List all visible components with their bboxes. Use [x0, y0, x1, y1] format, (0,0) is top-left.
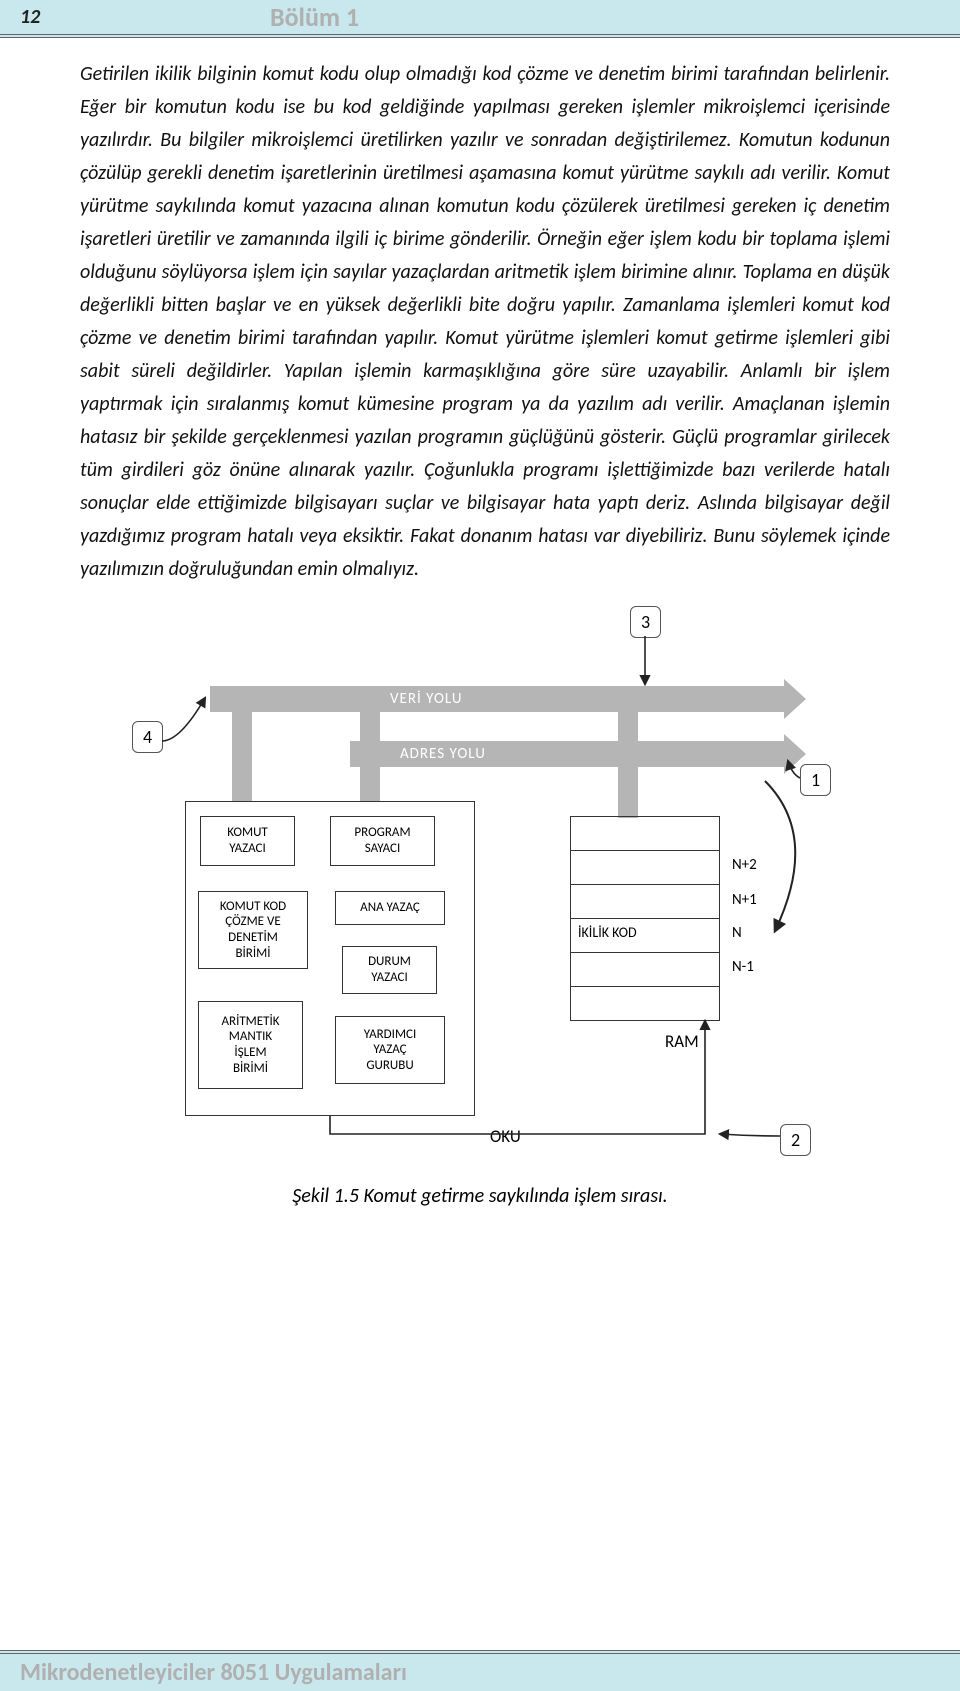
callout-4: 4: [132, 721, 163, 753]
ram-nm1: N-1: [732, 958, 754, 976]
footer-text: Mikrodenetleyiciler 8051 Uygulamaları: [20, 1658, 407, 1687]
oku-label: OKU: [490, 1126, 521, 1147]
box-yardimci: YARDIMCI YAZAÇ GURUBU: [335, 1016, 445, 1084]
page-number: 12: [20, 5, 270, 29]
ram-n2: N+2: [732, 856, 757, 874]
page-header: 12 Bölüm 1: [0, 0, 960, 38]
box-kod-cozme: KOMUT KOD ÇÖZME VE DENETİM BİRİMİ: [198, 891, 308, 969]
box-durum-yazaci: DURUM YAZACI: [342, 946, 437, 994]
chapter-title: Bölüm 1: [270, 1, 359, 33]
connector-program: [360, 698, 380, 802]
ram-ikilik-kod: İKİLİK KOD: [578, 924, 637, 941]
ram-caption: RAM: [665, 1031, 699, 1052]
body-paragraph: Getirilen ikilik bilginin komut kodu olu…: [0, 38, 960, 596]
box-alu: ARİTMETİK MANTIK İŞLEM BİRİMİ: [198, 1001, 303, 1089]
connector-komut: [232, 698, 252, 802]
ram-n1: N+1: [732, 891, 757, 909]
connector-ram: [618, 698, 638, 818]
address-bus-label: ADRES YOLU: [400, 745, 486, 763]
diagram: 3 4 1 2 VERİ YOLU ADRES YOLU KOMUT YAZAC…: [120, 606, 840, 1166]
ram-box: [570, 816, 720, 1021]
data-bus-label: VERİ YOLU: [390, 690, 463, 708]
box-program-sayaci: PROGRAM SAYACI: [330, 816, 435, 866]
ram-n: N: [732, 924, 742, 942]
box-ana-yazac: ANA YAZAÇ: [335, 891, 445, 925]
figure: 3 4 1 2 VERİ YOLU ADRES YOLU KOMUT YAZAC…: [0, 596, 960, 1166]
callout-2: 2: [780, 1124, 811, 1156]
box-komut-yazaci: KOMUT YAZACI: [200, 816, 295, 866]
page-footer: Mikrodenetleyiciler 8051 Uygulamaları: [0, 1650, 960, 1691]
callout-3: 3: [630, 606, 661, 638]
data-bus: [210, 686, 788, 712]
figure-caption: Şekil 1.5 Komut getirme saykılında işlem…: [0, 1166, 960, 1218]
